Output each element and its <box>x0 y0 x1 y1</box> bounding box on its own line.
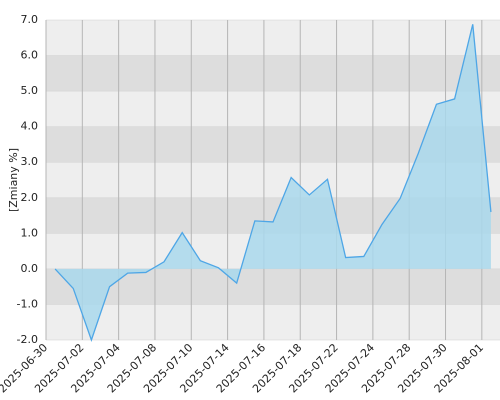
band <box>46 304 500 340</box>
band <box>46 55 500 92</box>
band <box>46 91 500 127</box>
y-tick-label: -2.0 <box>17 333 38 346</box>
y-tick-label: 0.0 <box>21 262 39 275</box>
y-axis-label: [Zmiany %] <box>7 148 20 212</box>
y-tick-label: 6.0 <box>21 49 39 62</box>
area-fill <box>55 24 491 341</box>
area-line <box>54 24 492 342</box>
y-tick-label: 5.0 <box>21 84 39 97</box>
y-tick-label: 4.0 <box>21 120 39 133</box>
y-tick-label: 7.0 <box>21 13 39 26</box>
y-tick-label: 3.0 <box>21 155 39 168</box>
y-tick-label: 1.0 <box>21 226 39 239</box>
band <box>46 20 500 56</box>
y-tick-label: -1.0 <box>17 297 38 310</box>
y-tick-label: 2.0 <box>21 191 39 204</box>
